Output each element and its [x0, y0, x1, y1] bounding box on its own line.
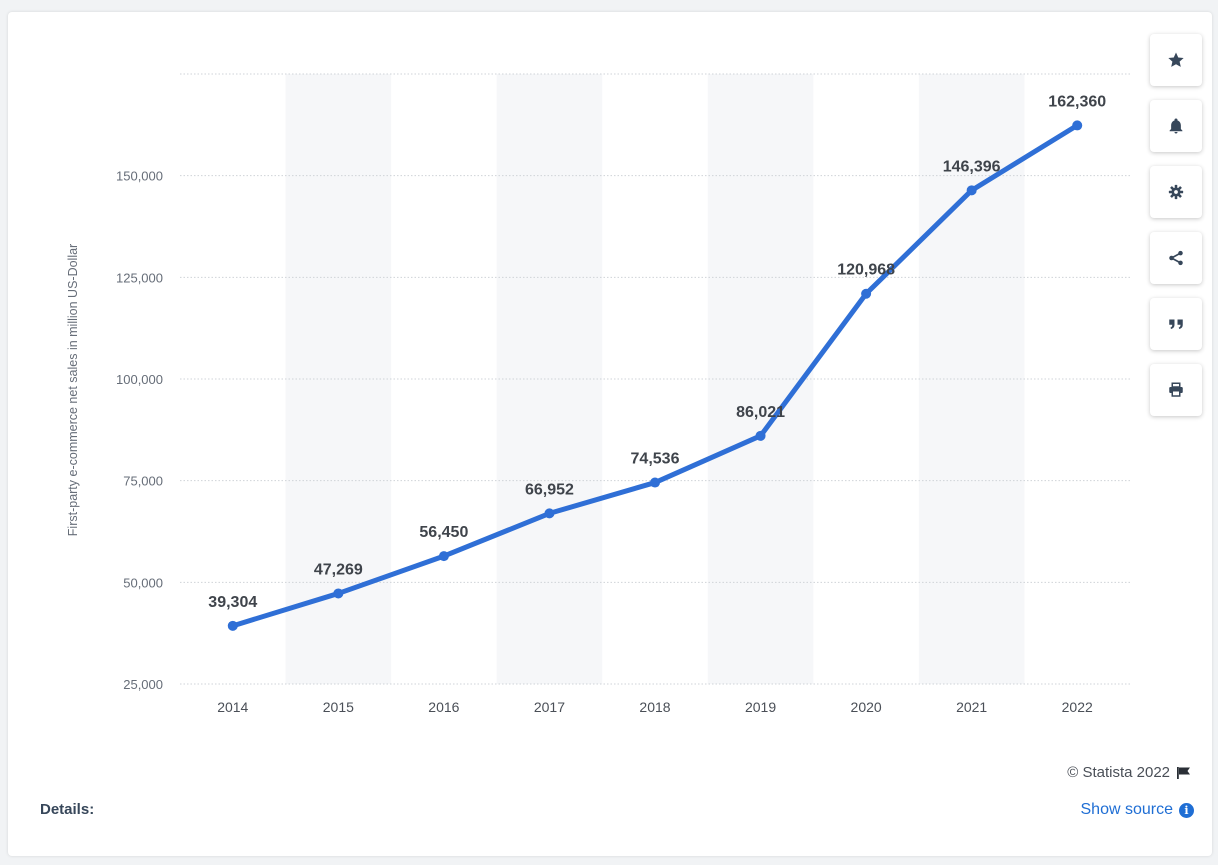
info-icon: i: [1179, 802, 1194, 818]
x-tick-label: 2020: [851, 699, 882, 715]
copyright-notice: © Statista 2022: [1067, 764, 1192, 781]
y-tick-label: 150,000: [116, 169, 163, 184]
x-tick-label: 2018: [639, 699, 670, 715]
x-tick-label: 2015: [323, 699, 354, 715]
column-band: [707, 74, 814, 684]
x-tick-label: 2019: [745, 699, 776, 715]
data-label: 39,304: [208, 594, 257, 611]
x-tick-label: 2021: [956, 699, 987, 715]
data-point[interactable]: [650, 477, 660, 488]
data-label: 66,952: [525, 481, 574, 498]
x-tick-label: 2017: [534, 699, 565, 715]
flag-icon: [1177, 766, 1190, 779]
data-point[interactable]: [1072, 120, 1083, 131]
data-label: 120,968: [837, 262, 895, 279]
gear-icon: [1168, 184, 1184, 200]
data-point[interactable]: [755, 430, 766, 441]
data-label: 162,360: [1048, 93, 1106, 110]
show-source-text: Show source: [1080, 801, 1174, 818]
y-tick-label: 25,000: [123, 677, 163, 692]
x-tick-label: 2014: [217, 699, 248, 715]
chart-card: 25,000 50,000 75,000 100,000 125,000 150,000 …: [8, 12, 1212, 856]
y-axis-label: First-party e-commerce net sales in mill…: [66, 244, 80, 536]
bell-icon: [1169, 118, 1183, 134]
notification-button[interactable]: [1150, 100, 1202, 152]
data-point[interactable]: [227, 620, 238, 631]
data-label: 146,396: [943, 158, 1001, 175]
x-tick-label: 2016: [428, 699, 459, 715]
show-source-link[interactable]: Show source i: [1080, 801, 1194, 819]
data-point[interactable]: [861, 288, 872, 299]
copyright-text: © Statista 2022: [1067, 764, 1170, 781]
data-label: 74,536: [631, 451, 680, 468]
column-band: [496, 74, 603, 684]
details-label: Details:: [40, 801, 95, 818]
share-icon: [1169, 250, 1183, 266]
data-label: 86,021: [736, 404, 785, 421]
cite-button[interactable]: [1150, 298, 1202, 350]
data-label: 56,450: [419, 524, 468, 541]
star-icon: [1168, 52, 1184, 67]
y-tick-label: 100,000: [116, 372, 163, 387]
data-label: 47,269: [314, 561, 363, 578]
quote-icon: [1169, 319, 1183, 329]
y-tick-label: 50,000: [123, 575, 163, 590]
settings-button[interactable]: [1150, 166, 1202, 218]
data-point[interactable]: [333, 588, 344, 599]
data-point[interactable]: [438, 551, 449, 562]
y-tick-label: 75,000: [123, 474, 163, 489]
y-tick-label: 125,000: [116, 270, 163, 285]
print-icon: [1169, 382, 1183, 397]
x-tick-label: 2022: [1062, 699, 1093, 715]
data-point[interactable]: [544, 508, 555, 519]
print-button[interactable]: [1150, 364, 1202, 416]
favorite-button[interactable]: [1150, 34, 1202, 86]
line-chart: 25,00050,00075,000100,000125,000150,000 …: [66, 73, 1130, 715]
data-point[interactable]: [966, 185, 977, 196]
share-button[interactable]: [1150, 232, 1202, 284]
